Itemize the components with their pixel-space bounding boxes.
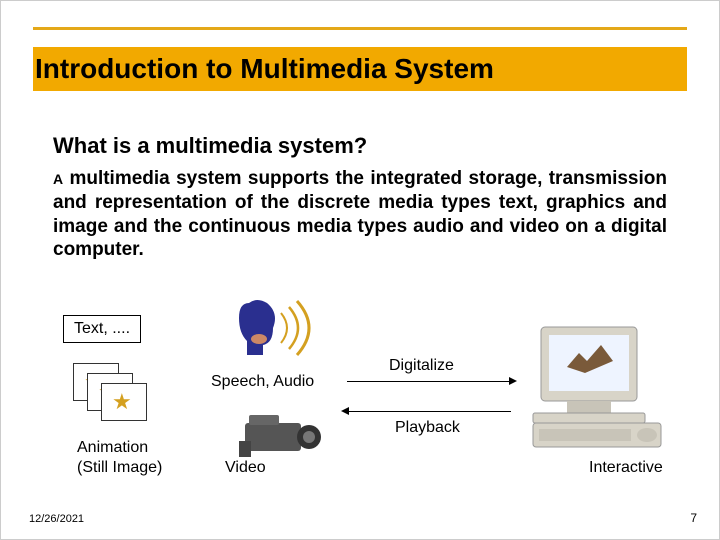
digitalize-arrow — [347, 381, 509, 382]
playback-label: Playback — [395, 419, 460, 437]
animation-label-1: Animation — [77, 439, 148, 457]
footer-page-number: 7 — [690, 511, 697, 525]
frame-card: ★ — [101, 383, 147, 421]
diagram: Text, .... ★ ★ ★ Animation (Still Image)… — [53, 301, 679, 491]
animation-frames: ★ ★ ★ — [73, 363, 183, 423]
playback-arrow — [349, 411, 511, 412]
subheading: What is a multimedia system? — [53, 133, 667, 159]
accent-rule — [33, 27, 687, 30]
star-icon: ★ — [112, 389, 132, 415]
text-box: Text, .... — [63, 315, 141, 343]
speaking-head-icon — [229, 293, 329, 363]
animation-label-2: (Still Image) — [77, 459, 162, 477]
speech-audio-label: Speech, Audio — [211, 373, 314, 391]
paragraph-rest: multimedia system supports the integrate… — [53, 168, 667, 260]
slide-title: Introduction to Multimedia System — [33, 53, 494, 85]
video-label: Video — [225, 459, 266, 477]
arrow-head-icon — [509, 377, 517, 385]
footer-date: 12/26/2021 — [29, 513, 84, 525]
camcorder-icon — [235, 411, 335, 461]
desktop-computer-icon — [527, 317, 667, 457]
arrow-head-icon — [341, 407, 349, 415]
body-paragraph: A multimedia system supports the integra… — [53, 167, 667, 262]
content-area: What is a multimedia system? A multimedi… — [53, 133, 667, 262]
paragraph-lead: A — [53, 171, 63, 187]
interactive-label: Interactive — [589, 459, 663, 477]
digitalize-label: Digitalize — [389, 357, 454, 375]
title-bar: Introduction to Multimedia System — [33, 47, 687, 91]
